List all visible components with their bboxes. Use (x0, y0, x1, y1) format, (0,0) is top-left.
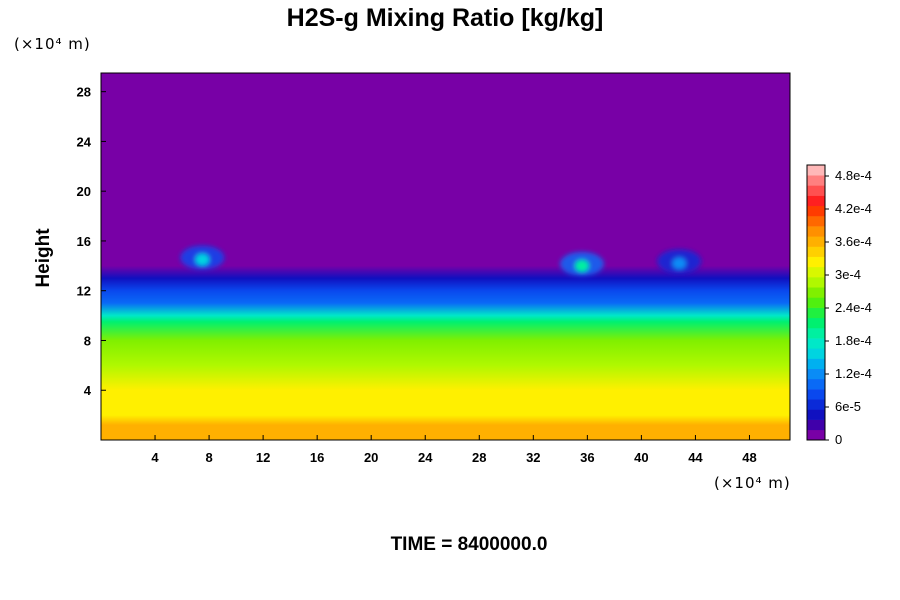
x-tick-label-40: 40 (634, 450, 648, 465)
y-tick-label-12: 12 (77, 284, 91, 299)
colorbar-label-4: 2.4e-4 (835, 300, 872, 315)
x-tick-label-16: 16 (310, 450, 324, 465)
y-unit-label: (×10⁴ m) (14, 35, 91, 53)
colorbar-swatch-20 (807, 226, 825, 237)
time-label: TIME = 8400000.0 (391, 534, 548, 555)
x-tick-label-48: 48 (742, 450, 756, 465)
colorbar-swatch-15 (807, 277, 825, 288)
colorbar-swatch-22 (807, 205, 825, 217)
colorbar-swatch-8 (807, 348, 825, 359)
colorbar-label-6: 3.6e-4 (835, 234, 872, 249)
colorbar-swatch-1 (807, 419, 825, 431)
colorbar-swatch-23 (807, 195, 825, 207)
y-tick-label-28: 28 (77, 85, 91, 100)
colorbar-label-2: 1.2e-4 (835, 366, 872, 381)
colorbar-swatch-14 (807, 287, 825, 298)
colorbar-swatch-7 (807, 358, 825, 370)
colorbar-swatch-17 (807, 256, 825, 268)
plume-core-1 (574, 259, 589, 272)
y-tick-label-24: 24 (77, 134, 92, 149)
colorbar-label-7: 4.2e-4 (835, 201, 872, 216)
colorbar-swatch-0 (807, 429, 825, 441)
x-axis: 4 8 12 16 20 24 28 32 36 40 44 48 (151, 435, 757, 465)
plume-core-0 (195, 253, 210, 266)
colorbar-swatch-25 (807, 175, 825, 186)
colorbar-label-5: 3e-4 (835, 267, 861, 282)
plot-frame (100, 72, 791, 441)
colorbar-swatch-2 (807, 409, 825, 420)
colorbar-swatch-26 (807, 165, 825, 176)
colorbar-swatch-19 (807, 236, 825, 247)
colorbar-swatch-9 (807, 338, 825, 349)
colorbar-swatch-12 (807, 307, 825, 319)
y-tick-label-20: 20 (77, 184, 91, 199)
colorbar-swatch-5 (807, 378, 825, 390)
colorbar-label-8: 4.8e-4 (835, 168, 872, 183)
colorbar-frame (806, 164, 826, 441)
colorbar-swatch-13 (807, 297, 825, 308)
y-axis: 4 8 12 16 20 24 28 (77, 85, 106, 398)
colorbar-swatch-18 (807, 246, 825, 257)
plot-area (101, 73, 790, 440)
x-tick-label-32: 32 (526, 450, 540, 465)
y-tick-label-8: 8 (84, 333, 91, 348)
colorbar-label-3: 1.8e-4 (835, 333, 872, 348)
colorbar-label-1: 6e-5 (835, 399, 861, 414)
colorbar-swatch-11 (807, 317, 825, 329)
x-unit-label: (×10⁴ m) (714, 474, 791, 492)
x-tick-label-12: 12 (256, 450, 270, 465)
x-tick-label-8: 8 (205, 450, 212, 465)
colorbar-label-0: 0 (835, 432, 842, 447)
colorbar-swatch-21 (807, 215, 825, 227)
x-tick-label-20: 20 (364, 450, 378, 465)
y-tick-label-16: 16 (77, 234, 91, 249)
colorbar-swatch-10 (807, 327, 825, 339)
x-tick-label-44: 44 (688, 450, 703, 465)
colorbar-swatch-6 (807, 368, 825, 380)
colorbar-swatch-4 (807, 389, 825, 400)
chart-title: H2S-g Mixing Ratio [kg/kg] (287, 4, 604, 32)
plume-core-2 (672, 257, 687, 270)
colorbar-swatch-24 (807, 185, 825, 196)
colorbar-swatch-16 (807, 266, 825, 278)
plume-features (180, 245, 702, 276)
y-axis-label: Height (33, 228, 54, 288)
y-tick-label-4: 4 (84, 383, 92, 398)
x-tick-label-28: 28 (472, 450, 486, 465)
colorbar: 0 6e-5 1.2e-4 1.8e-4 2.4e-4 3e-4 3.6e-4 4.2e-4 4… (806, 164, 872, 447)
x-tick-label-24: 24 (418, 450, 433, 465)
x-tick-label-36: 36 (580, 450, 594, 465)
x-tick-label-4: 4 (151, 450, 159, 465)
colorbar-swatch-3 (807, 399, 825, 410)
